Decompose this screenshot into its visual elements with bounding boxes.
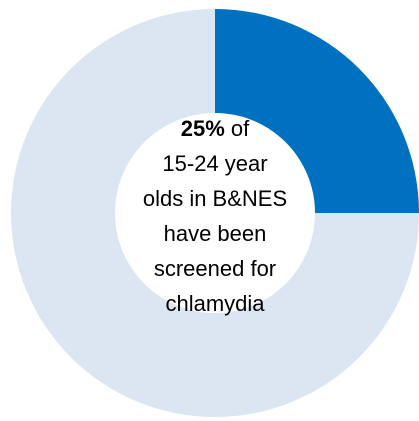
annotation-text: chlamydia — [165, 291, 265, 316]
value-label: 25% — [181, 116, 225, 141]
annotation-text: olds in B&NES — [143, 186, 287, 211]
center-text: 25% of 15-24 year olds in B&NES have been sc… — [143, 116, 287, 316]
slices — [11, 9, 419, 417]
annotation-line: chlamydia — [165, 291, 265, 316]
annotation-text: screened for — [154, 256, 276, 281]
slice — [215, 9, 419, 213]
annotation-line: have been — [164, 221, 267, 246]
annotation-line: olds in B&NES — [143, 186, 287, 211]
annotation-line: 25% of — [181, 116, 250, 141]
annotation-text: of — [231, 116, 250, 141]
slice — [11, 9, 419, 417]
annotation-line: 15-24 year — [162, 151, 267, 176]
annotation-text: have been — [164, 221, 267, 246]
annotation-line: screened for — [154, 256, 276, 281]
annotation-text: 15-24 year — [162, 151, 267, 176]
